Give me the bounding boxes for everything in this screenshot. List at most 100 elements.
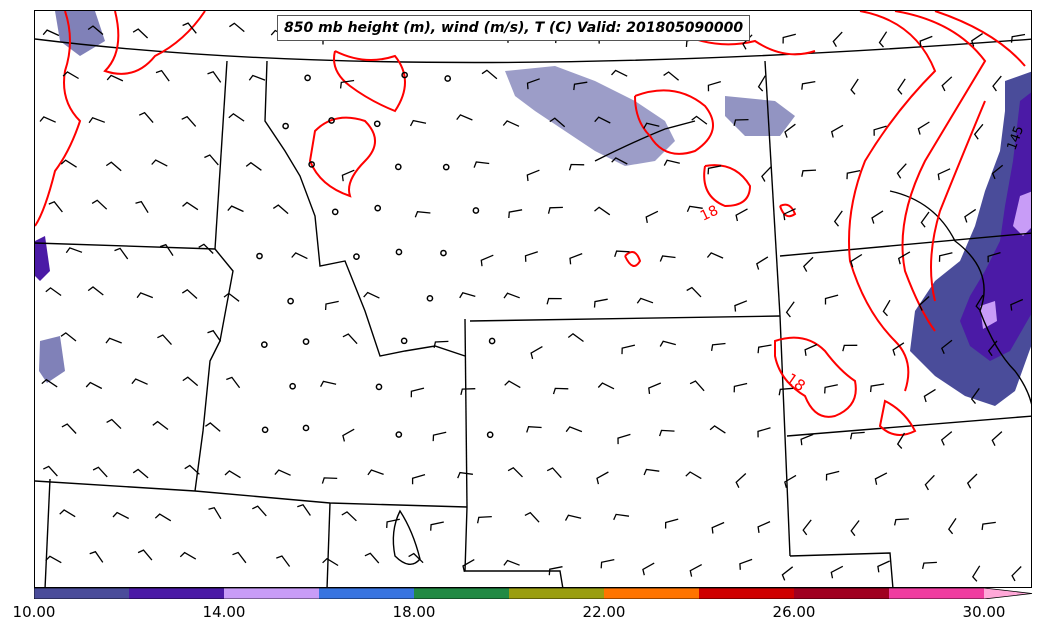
temperature-contours xyxy=(35,11,1026,436)
temp-contour-nw xyxy=(35,11,82,227)
wind-barb xyxy=(131,378,148,385)
temp-contour-north xyxy=(333,50,406,113)
temp-contour-east2 xyxy=(894,11,987,332)
wind-barb xyxy=(459,292,476,299)
precip-area-east-core xyxy=(960,92,1031,361)
wind-barb xyxy=(386,518,400,528)
wind-barb xyxy=(1011,566,1022,582)
temp-contour-ne2 xyxy=(703,164,752,208)
wind-barb xyxy=(896,163,907,179)
wind-barb xyxy=(106,418,122,430)
wind-barb xyxy=(272,204,289,215)
wind-barb xyxy=(756,256,769,270)
temp-contour-se2 xyxy=(878,399,917,436)
wind-barb xyxy=(850,520,860,537)
id-wy-border xyxy=(464,318,468,508)
wind-barb xyxy=(159,243,174,256)
wind-barb xyxy=(414,211,431,218)
wind-barb xyxy=(136,292,154,299)
wind-barb xyxy=(648,382,662,394)
wind-barb xyxy=(410,387,425,398)
wind-barb xyxy=(897,78,906,95)
wind-barb xyxy=(782,33,796,44)
calm-wind-marker xyxy=(287,297,294,305)
calm-wind-marker xyxy=(308,161,315,168)
precip-area-ne xyxy=(725,96,795,136)
wind-barb xyxy=(802,256,814,272)
precip-area-west2 xyxy=(39,336,65,383)
calm-wind-marker xyxy=(472,207,480,214)
map-panel: 18 18 145 850 mb height (m), wind (m/s),… xyxy=(34,10,1032,588)
wind-barb xyxy=(342,428,355,442)
wind-barb xyxy=(476,515,492,524)
nv-ut-border xyxy=(44,478,51,587)
wind-barb xyxy=(833,210,843,227)
wind-barb xyxy=(503,292,520,299)
wind-barb xyxy=(784,123,796,138)
wind-barb xyxy=(921,561,937,570)
wind-barb xyxy=(179,551,197,560)
wind-barb xyxy=(735,473,747,488)
wind-barb xyxy=(830,124,844,138)
wind-barb xyxy=(181,288,198,299)
calm-wind-marker xyxy=(353,253,360,261)
wind-barb xyxy=(43,465,58,477)
colorbar-swatch xyxy=(509,588,605,599)
wind-barb xyxy=(691,115,708,125)
wind-barb xyxy=(783,208,796,221)
temp-contour-small1 xyxy=(624,251,642,267)
wind-barb xyxy=(45,287,62,297)
wind-barb xyxy=(462,559,475,572)
wind-barb xyxy=(842,344,858,352)
wind-barb xyxy=(504,380,521,389)
wind-barb xyxy=(229,22,245,33)
wind-barb xyxy=(975,294,984,312)
wind-barb xyxy=(685,471,702,480)
calm-wind-marker xyxy=(302,338,310,345)
calm-wind-marker xyxy=(304,74,311,82)
wind-barb xyxy=(546,297,562,305)
wind-barb xyxy=(89,550,104,563)
wind-barb xyxy=(938,252,953,262)
calm-wind-marker xyxy=(373,120,381,128)
wind-barb xyxy=(871,210,884,224)
wind-barb xyxy=(547,206,563,214)
wind-barb xyxy=(824,294,839,305)
wind-barb xyxy=(339,79,355,89)
wind-barb xyxy=(363,291,380,299)
wind-barb xyxy=(364,552,380,564)
colorbar-swatch xyxy=(414,588,510,599)
calm-wind-marker xyxy=(426,294,434,302)
wind-barb xyxy=(600,558,615,569)
calm-wind-marker xyxy=(442,163,450,171)
co-ne-border xyxy=(789,552,894,587)
wind-barb xyxy=(897,251,911,265)
colorbar-swatch xyxy=(604,588,700,599)
wind-barb xyxy=(849,431,865,440)
wind-barb xyxy=(45,555,62,564)
wind-barb xyxy=(198,243,214,254)
temp-contour-canada xyxy=(103,11,206,75)
wind-barb xyxy=(734,300,748,312)
wind-barb xyxy=(460,388,476,396)
wind-barb xyxy=(1010,298,1024,311)
wind-barb xyxy=(987,340,998,357)
wind-barb xyxy=(707,80,721,92)
colorbar-tick-label: 26.00 xyxy=(772,603,816,621)
wind-barb xyxy=(645,210,659,224)
wind-barb xyxy=(181,115,197,127)
wind-barb xyxy=(324,300,339,311)
wind-barb xyxy=(182,22,197,34)
map-title: 850 mb height (m), wind (m/s), T (C) Val… xyxy=(277,15,751,41)
wind-barb xyxy=(526,169,540,182)
wind-barb xyxy=(987,251,1001,263)
wind-barb xyxy=(781,566,794,581)
calm-wind-marker xyxy=(488,337,496,345)
wind-barb xyxy=(663,159,680,166)
colorbar xyxy=(34,588,1033,599)
wind-barb xyxy=(878,31,888,48)
wind-barb xyxy=(88,117,106,124)
colorbar-swatch xyxy=(34,588,130,599)
wind-barb xyxy=(132,468,149,479)
wind-barb xyxy=(1010,33,1026,43)
